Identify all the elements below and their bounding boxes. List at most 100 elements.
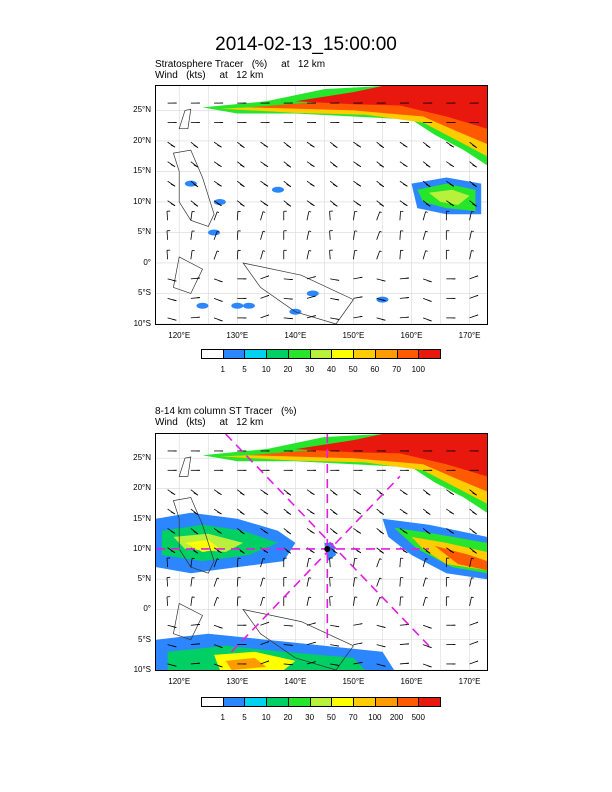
wind-barb-flag xyxy=(425,577,428,579)
ytick-label: 25°N xyxy=(133,105,151,115)
wind-barb xyxy=(399,211,401,221)
wind-barb xyxy=(306,250,310,260)
wind-barb-flag xyxy=(471,577,474,579)
wind-barb-flag xyxy=(472,492,477,496)
tracer-blob xyxy=(231,302,244,309)
coastline xyxy=(178,108,192,130)
wind-barb-flag xyxy=(403,511,408,515)
wind-barb xyxy=(469,250,472,260)
wind-barb-flag xyxy=(332,511,338,515)
wind-barb-flag xyxy=(425,250,428,252)
wind-barb-flag xyxy=(310,492,315,496)
coastline xyxy=(178,456,192,477)
wind-barb-flag xyxy=(332,531,338,535)
wind-barb xyxy=(236,250,239,260)
wind-barb xyxy=(399,577,401,587)
wind-barb xyxy=(260,231,264,240)
wind-barb xyxy=(213,597,218,606)
wind-barb-flag xyxy=(379,558,382,560)
colorbar-box xyxy=(222,697,246,707)
wind-barb xyxy=(329,230,331,240)
wind-barb xyxy=(213,577,218,587)
wind-barb-flag xyxy=(263,492,269,496)
wind-barb xyxy=(236,230,239,240)
wind-barb-flag xyxy=(263,164,269,168)
wind-barb xyxy=(353,230,356,240)
wind-barb-flag xyxy=(239,531,245,535)
wind-barb-flag xyxy=(379,211,382,214)
wind-barb-flag xyxy=(356,530,362,534)
tracer-contour xyxy=(295,86,487,129)
xtick-label: 120°E xyxy=(168,331,191,340)
colorbar-box xyxy=(287,697,311,707)
wind-barb xyxy=(376,558,381,568)
ytick-label: 0° xyxy=(143,257,151,267)
wind-barb-flag xyxy=(332,492,338,496)
xtick-label: 130°E xyxy=(226,331,249,340)
wind-barb xyxy=(353,250,356,260)
colorbar-box xyxy=(396,349,420,359)
colorbar-box xyxy=(418,349,441,359)
wind-barb-flag xyxy=(449,203,454,207)
wind-barb xyxy=(376,577,381,587)
ytick-label: 20°N xyxy=(133,483,151,493)
wind-barb-flag xyxy=(427,646,432,649)
wind-barb-flag xyxy=(170,144,176,148)
wind-barb xyxy=(422,597,426,606)
wind-barb xyxy=(353,596,356,606)
wind-barb-flag xyxy=(170,203,176,207)
wind-barb-flag xyxy=(381,665,386,667)
wind-barb-flag xyxy=(425,164,431,168)
colorbar-label: 30 xyxy=(305,365,315,374)
wind-barb-flag xyxy=(308,211,312,213)
wind-barb-flag xyxy=(332,550,338,554)
wind-barb xyxy=(306,577,310,587)
wind-barb-flag xyxy=(472,203,477,207)
wind-barb-flag xyxy=(216,577,220,580)
xtick-label: 170°E xyxy=(458,331,481,340)
wind-barb-flag xyxy=(263,144,269,148)
ytick-label: 5°N xyxy=(137,227,151,237)
wind-barb xyxy=(422,211,426,221)
wind-barb-flag xyxy=(427,665,432,668)
wind-barb-flag xyxy=(425,492,431,496)
wind-barb-flag xyxy=(356,492,362,496)
tracer-blob xyxy=(306,290,319,297)
wind-barb-flag xyxy=(310,183,315,187)
wind-barb-flag xyxy=(172,318,177,321)
wind-barb-flag xyxy=(379,597,382,599)
wind-barb-flag xyxy=(267,294,270,297)
wind-barb xyxy=(190,230,193,240)
colorbar-label: 10 xyxy=(261,365,271,374)
wind-barb xyxy=(422,577,426,587)
wind-barb-flag xyxy=(217,183,222,187)
wind-barb-flag xyxy=(217,511,222,515)
wind-barb-flag xyxy=(472,164,477,168)
wind-barb-flag xyxy=(308,557,312,560)
wind-barb xyxy=(260,577,264,587)
colorbar-label: 5 xyxy=(242,713,247,722)
wind-barb-flag xyxy=(403,203,408,207)
wind-barb-flag xyxy=(217,144,222,148)
ytick-label: 5°S xyxy=(138,634,151,644)
wind-barb-flag xyxy=(217,530,222,534)
panel1-map-svg xyxy=(156,86,487,324)
colorbar-box xyxy=(374,349,398,359)
wind-barb-flag xyxy=(218,646,223,649)
wind-barb-flag xyxy=(239,511,245,515)
ytick-label: 10°N xyxy=(133,196,151,206)
wind-barb-flag xyxy=(216,230,220,233)
wind-barb-flag xyxy=(217,203,222,207)
coastline xyxy=(172,602,203,641)
wind-barb xyxy=(190,596,193,606)
wind-barb-flag xyxy=(379,203,384,207)
xtick-label: 140°E xyxy=(284,331,307,340)
wind-barb-flag xyxy=(193,550,199,554)
wind-barb-flag xyxy=(476,294,479,297)
wind-barb-flag xyxy=(379,531,384,535)
wind-barb-flag xyxy=(267,641,270,643)
wind-barb-flag xyxy=(403,164,408,168)
wind-barb xyxy=(329,558,331,568)
wind-barb-flag xyxy=(403,550,408,554)
wind-barb-flag xyxy=(308,230,312,232)
